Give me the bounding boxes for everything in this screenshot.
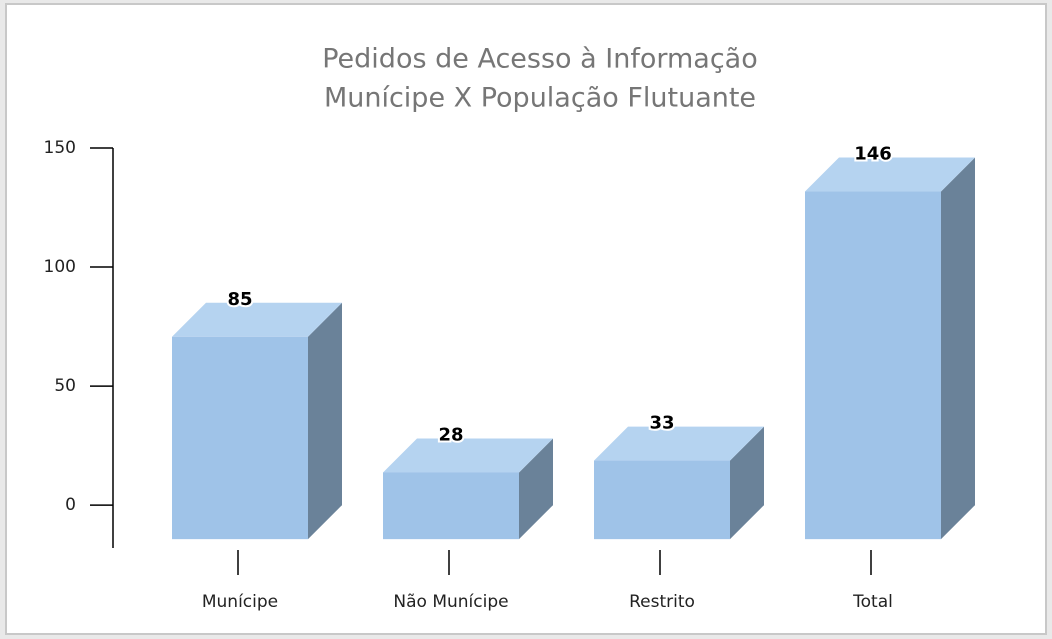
bar-top [383, 438, 553, 473]
y-tick-label: 0 [65, 495, 76, 515]
bar-side [730, 426, 764, 540]
bar-side [519, 438, 553, 540]
data-label: 85 [227, 289, 252, 310]
chart-title: Pedidos de Acesso à Informação [322, 44, 758, 75]
y-tick-label: 100 [44, 257, 76, 277]
data-label: 28 [438, 424, 463, 445]
bar [594, 460, 730, 540]
bar-top [594, 426, 764, 461]
bar [805, 191, 941, 540]
y-tick-label: 150 [44, 138, 76, 158]
bar [172, 336, 308, 540]
bar-top [805, 157, 975, 192]
data-label: 146 [854, 144, 892, 165]
bar-top [172, 302, 342, 337]
bar [383, 472, 519, 540]
x-tick-label: Munícipe [202, 592, 278, 612]
data-label: 33 [649, 413, 674, 434]
x-tick-label: Não Munícipe [393, 592, 508, 612]
x-tick-label: Total [852, 592, 893, 612]
bar-side [308, 302, 342, 540]
chart-subtitle: Munícipe X População Flutuante [324, 83, 756, 114]
bar-side [941, 157, 975, 540]
x-tick-label: Restrito [629, 592, 695, 612]
y-tick-label: 50 [54, 376, 76, 396]
